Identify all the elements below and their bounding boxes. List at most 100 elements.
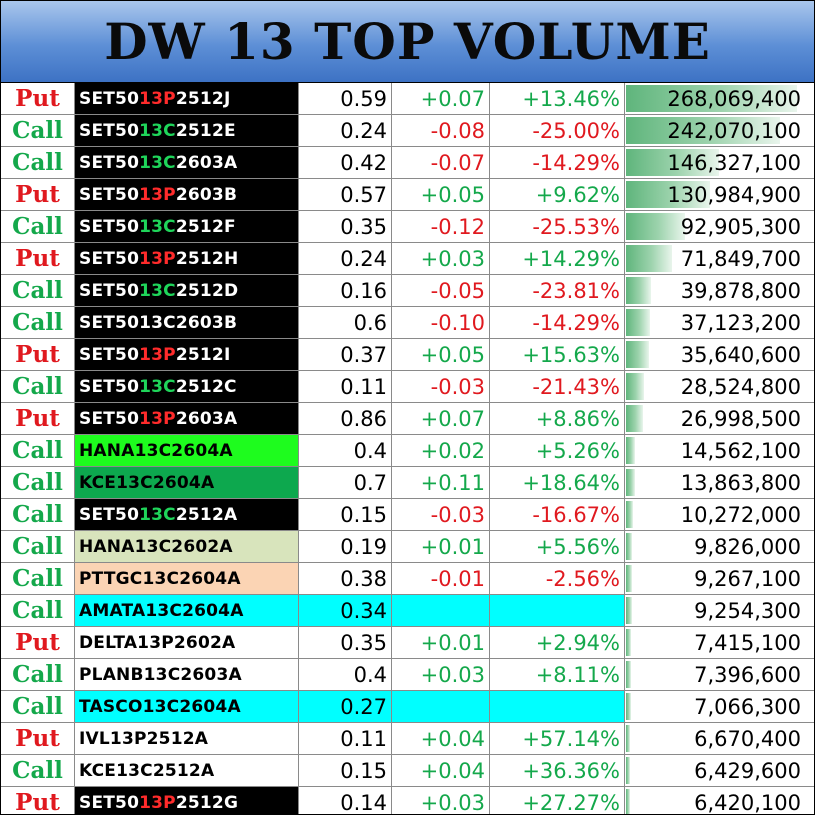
last-price: 0.27: [299, 691, 392, 722]
warrant-name-prefix: IVL13P2512A: [79, 728, 209, 749]
volume-bar: [626, 149, 719, 176]
warrant-name: SET50 13P 2512H: [75, 243, 299, 274]
percent-change: -23.81%: [490, 275, 625, 306]
price-change: -0.05: [392, 275, 490, 306]
last-price: 0.35: [299, 211, 392, 242]
volume: 10,272,000: [625, 499, 814, 530]
volume: 146,327,100: [625, 147, 814, 178]
last-price: 0.16: [299, 275, 392, 306]
warrant-name-suffix: 2512D: [175, 280, 239, 301]
percent-change: +2.94%: [490, 627, 625, 658]
last-price: 0.59: [299, 83, 392, 114]
option-type: Call: [1, 595, 75, 626]
warrant-name: SET50 13C 2512E: [75, 115, 299, 146]
warrant-name: KCE13C2512A: [75, 755, 299, 786]
warrant-name-series: 13C: [139, 120, 176, 141]
percent-change: -14.29%: [490, 147, 625, 178]
option-type: Call: [1, 499, 75, 530]
table-row: Call HANA13C2604A 0.4 +0.02 +5.26% 14,562,100: [1, 435, 814, 467]
volume-table: Put SET50 13P 2512J 0.59 +0.07 +13.46% 268,069,…: [1, 83, 814, 814]
warrant-name-prefix: KCE13C2512A: [79, 760, 215, 781]
volume-bar: [626, 469, 635, 496]
warrant-name-prefix: SET50: [79, 184, 140, 205]
percent-change: [490, 595, 625, 626]
warrant-name-prefix: PLANB13C2603A: [79, 664, 242, 685]
warrant-name-suffix: 2603A: [175, 408, 238, 429]
warrant-name-prefix: AMATA13C2604A: [79, 600, 244, 621]
volume-value: 13,863,800: [680, 470, 801, 495]
volume-value: 242,070,100: [667, 118, 801, 143]
volume-bar: [626, 501, 633, 528]
volume-bar: [626, 341, 649, 368]
table-row: Call TASCO13C2604A 0.27 7,066,300: [1, 691, 814, 723]
price-change: +0.04: [392, 755, 490, 786]
table-row: Call SET50 13C 2512E 0.24 -0.08 -25.00% 242,070…: [1, 115, 814, 147]
warrant-name-prefix: SET50: [79, 280, 140, 301]
volume-bar: [626, 533, 632, 560]
table-row: Put SET50 13P 2603B 0.57 +0.05 +9.62% 130,984,9…: [1, 179, 814, 211]
percent-change: +15.63%: [490, 339, 625, 370]
table-row: Put DELTA13P2602A 0.35 +0.01 +2.94% 7,415,100: [1, 627, 814, 659]
warrant-name: SET50 13P 2603A: [75, 403, 299, 434]
warrant-name: AMATA13C2604A: [75, 595, 299, 626]
volume: 130,984,900: [625, 179, 814, 210]
option-type: Put: [1, 723, 75, 754]
volume-value: 37,123,200: [680, 310, 801, 335]
last-price: 0.15: [299, 499, 392, 530]
warrant-name-prefix: SET50: [79, 248, 140, 269]
volume-bar: [626, 85, 797, 112]
price-change: -0.07: [392, 147, 490, 178]
last-price: 0.57: [299, 179, 392, 210]
option-type: Call: [1, 307, 75, 338]
volume-bar: [626, 117, 780, 144]
warrant-name-prefix: SET50: [79, 152, 140, 173]
price-change: -0.03: [392, 371, 490, 402]
volume-value: 9,267,100: [694, 566, 801, 591]
warrant-name: PTTGC13C2604A: [75, 563, 299, 594]
volume-value: 9,826,000: [694, 534, 801, 559]
percent-change: -14.29%: [490, 307, 625, 338]
last-price: 0.11: [299, 371, 392, 402]
option-type: Put: [1, 83, 75, 114]
price-change: -0.03: [392, 499, 490, 530]
warrant-name-suffix: 2512J: [175, 88, 231, 109]
volume: 6,670,400: [625, 723, 814, 754]
warrant-name-prefix: SET5013C2603B: [79, 312, 238, 333]
last-price: 0.11: [299, 723, 392, 754]
volume-value: 92,905,300: [680, 214, 801, 239]
option-type: Call: [1, 211, 75, 242]
warrant-name-prefix: SET50: [79, 216, 140, 237]
volume-value: 7,066,300: [694, 694, 801, 719]
table-row: Put SET50 13P 2512I 0.37 +0.05 +15.63% 35,640,6…: [1, 339, 814, 371]
warrant-name-series: 13P: [139, 88, 176, 109]
volume-bar: [626, 245, 672, 272]
warrant-name: SET50 13C 2603A: [75, 147, 299, 178]
volume-value: 130,984,900: [667, 182, 801, 207]
table-row: Put SET50 13P 2512H 0.24 +0.03 +14.29% 71,849,7…: [1, 243, 814, 275]
percent-change: +18.64%: [490, 467, 625, 498]
warrant-name: TASCO13C2604A: [75, 691, 299, 722]
percent-change: +27.27%: [490, 787, 625, 814]
volume: 92,905,300: [625, 211, 814, 242]
option-type: Call: [1, 275, 75, 306]
last-price: 0.15: [299, 755, 392, 786]
last-price: 0.37: [299, 339, 392, 370]
volume-value: 35,640,600: [680, 342, 801, 367]
warrant-name: SET50 13P 2512I: [75, 339, 299, 370]
warrant-name-prefix: DELTA13P2602A: [79, 632, 236, 653]
volume: 7,396,600: [625, 659, 814, 690]
volume: 268,069,400: [625, 83, 814, 114]
percent-change: -25.53%: [490, 211, 625, 242]
warrant-name-series: 13C: [139, 216, 176, 237]
percent-change: +8.11%: [490, 659, 625, 690]
volume-bar: [626, 373, 644, 400]
option-type: Put: [1, 627, 75, 658]
warrant-name: SET50 13C 2512D: [75, 275, 299, 306]
volume-bar: [626, 565, 632, 592]
option-type: Call: [1, 371, 75, 402]
table-row: Call SET50 13C 2512D 0.16 -0.05 -23.81% 39,878,…: [1, 275, 814, 307]
price-change: +0.07: [392, 403, 490, 434]
volume-value: 7,415,100: [694, 630, 801, 655]
warrant-name: SET50 13P 2512J: [75, 83, 299, 114]
